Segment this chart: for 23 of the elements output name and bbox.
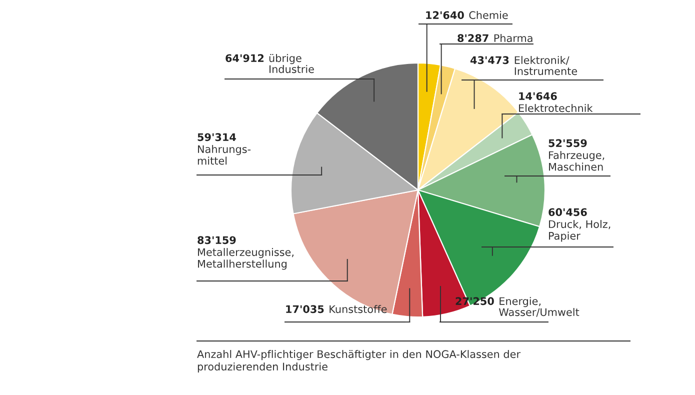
slice-label: Nahrungs- mittel bbox=[198, 145, 251, 165]
slice-label: Fahrzeuge, Maschinen bbox=[549, 151, 604, 171]
slice-label: Druck, Holz, Papier bbox=[549, 220, 610, 242]
text: Anzahl AHV-pflichtiger Beschäftigter in den NOGA-Klassen der produzierenden Industrie bbox=[197, 350, 521, 373]
slice-label: Elektrotechnik bbox=[519, 104, 593, 112]
slice-label: Pharma bbox=[494, 34, 532, 42]
slice-label: Kunststoffe bbox=[330, 305, 387, 314]
data-label: 60'456 bbox=[548, 208, 587, 216]
slice-label: Chemie bbox=[469, 11, 508, 20]
data-label: 27'250 bbox=[456, 297, 494, 306]
slice-label: Energie, Wasser/Umwelt bbox=[498, 297, 580, 317]
data-label: 59'314 bbox=[198, 133, 236, 142]
slice-label: Elektronik/ Instrumente bbox=[514, 56, 578, 76]
slice-label: Metallerzeugnisse, Metallherstellung bbox=[198, 248, 294, 270]
data-label: 83'159 bbox=[198, 236, 236, 244]
data-label: 8'287 bbox=[458, 34, 488, 42]
data-label: 52'559 bbox=[548, 139, 587, 148]
data-label: 12'640 bbox=[426, 11, 464, 20]
data-label: 64'912 bbox=[226, 54, 264, 62]
data-label: 17'035 bbox=[286, 305, 324, 314]
data-label: 43'473 bbox=[470, 56, 509, 64]
slice-label: übrige Industrie bbox=[269, 54, 314, 74]
data-label: 14'646 bbox=[519, 92, 557, 100]
